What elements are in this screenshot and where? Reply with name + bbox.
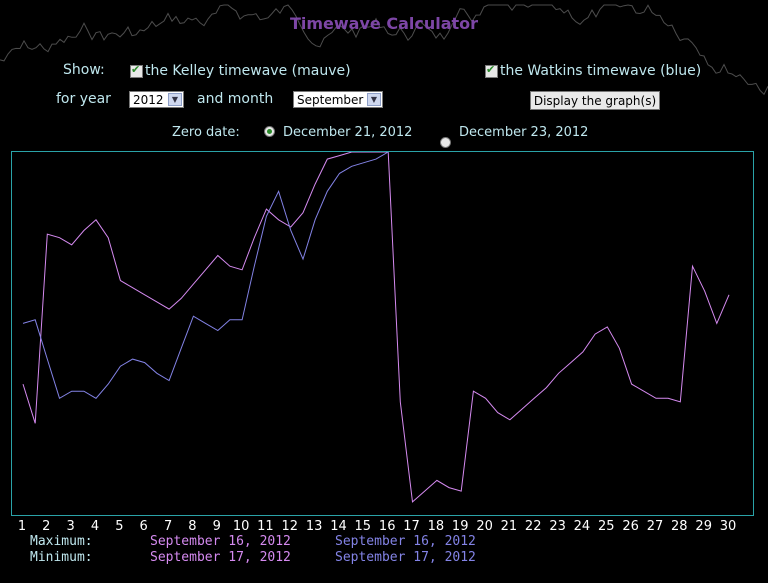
x-tick-label: 25 [598, 519, 615, 534]
x-tick-label: 2 [42, 519, 50, 534]
x-tick-label: 28 [671, 519, 688, 534]
x-tick-label: 7 [164, 519, 172, 534]
chevron-down-icon: ▼ [168, 93, 182, 106]
kelley-series-line [22, 152, 730, 503]
maximum-label: Maximum: [30, 534, 93, 549]
x-tick-label: 27 [647, 519, 664, 534]
month-label: and month [197, 91, 274, 107]
x-tick-label: 23 [549, 519, 566, 534]
month-select-value: September [297, 92, 364, 107]
x-tick-label: 8 [188, 519, 196, 534]
x-tick-label: 4 [91, 519, 99, 534]
timewave-chart [22, 152, 730, 503]
watkins-max-date: September 16, 2012 [335, 534, 476, 549]
x-tick-label: 12 [282, 519, 299, 534]
x-tick-label: 10 [233, 519, 250, 534]
x-tick-label: 22 [525, 519, 542, 534]
display-graph-button[interactable]: Display the graph(s) [530, 91, 660, 110]
month-select[interactable]: September ▼ [293, 91, 383, 108]
x-tick-label: 5 [115, 519, 123, 534]
x-tick-label: 26 [622, 519, 639, 534]
watkins-option[interactable]: the Watkins timewave (blue) [485, 63, 701, 79]
show-label: Show: [63, 62, 105, 78]
x-tick-label: 16 [379, 519, 396, 534]
x-tick-label: 24 [574, 519, 591, 534]
x-tick-label: 14 [330, 519, 347, 534]
x-tick-label: 13 [306, 519, 323, 534]
zero-date-option-2: December 23, 2012 [459, 125, 589, 140]
kelley-max-date: September 16, 2012 [150, 534, 291, 549]
x-tick-label: 9 [213, 519, 221, 534]
zero-date-radio-1[interactable] [264, 126, 275, 137]
x-tick-label: 6 [140, 519, 148, 534]
x-tick-label: 15 [355, 519, 372, 534]
x-tick-label: 3 [67, 519, 75, 534]
kelley-checkbox-label: the Kelley timewave (mauve) [145, 63, 351, 79]
x-tick-label: 11 [257, 519, 274, 534]
x-tick-label: 20 [476, 519, 493, 534]
year-select-value: 2012 [133, 92, 164, 107]
year-label: for year [56, 91, 111, 107]
x-tick-label: 1 [18, 519, 26, 534]
page-title: Timewave Calculator [289, 14, 479, 33]
watkins-min-date: September 17, 2012 [335, 550, 476, 565]
kelley-option[interactable]: the Kelley timewave (mauve) [130, 63, 351, 79]
minimum-label: Minimum: [30, 550, 93, 565]
zero-date-label: Zero date: [172, 125, 240, 140]
watkins-series-line [22, 152, 389, 400]
x-tick-label: 18 [428, 519, 445, 534]
x-tick-label: 19 [452, 519, 469, 534]
zero-date-option-1: December 21, 2012 [283, 125, 413, 140]
year-select[interactable]: 2012 ▼ [129, 91, 184, 108]
x-tick-label: 29 [695, 519, 712, 534]
x-axis: 1 2 3 4 5 6 7 8 9 10 11 12 13 14 15 16 17 18 19 20 21 22 23 24 2… [18, 519, 737, 534]
kelley-checkbox[interactable] [130, 63, 143, 78]
watkins-checkbox-label: the Watkins timewave (blue) [500, 63, 702, 79]
zero-date-radio-2[interactable] [440, 137, 451, 148]
x-tick-label: 30 [720, 519, 737, 534]
x-tick-label: 21 [501, 519, 518, 534]
kelley-min-date: September 17, 2012 [150, 550, 291, 565]
timewave-graph [11, 151, 754, 516]
x-tick-label: 17 [403, 519, 420, 534]
chevron-down-icon: ▼ [367, 93, 381, 106]
watkins-checkbox[interactable] [485, 63, 498, 78]
